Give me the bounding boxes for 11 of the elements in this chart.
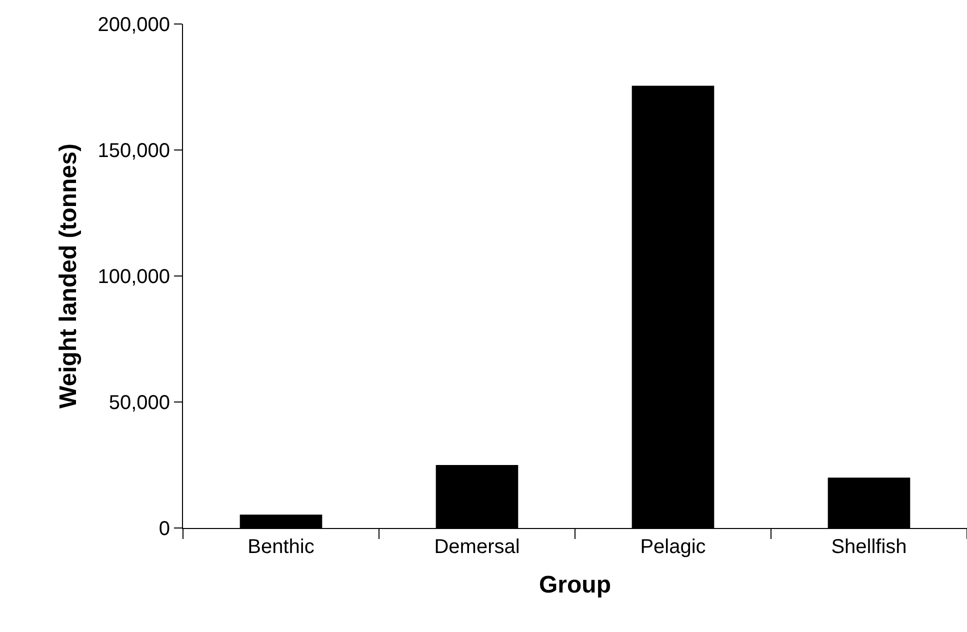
- x-tick-label: Demersal: [434, 536, 520, 558]
- y-axis-title: Weight landed (tonnes): [54, 144, 82, 408]
- y-tick-label: 0: [158, 518, 170, 540]
- y-tick-label: 150,000: [98, 140, 170, 162]
- x-tick-label: Pelagic: [640, 536, 706, 558]
- x-tick-label: Shellfish: [831, 536, 907, 558]
- y-tick-label: 50,000: [108, 392, 170, 414]
- y-tick-label: 100,000: [98, 266, 170, 288]
- y-tick-label: 200,000: [98, 14, 170, 36]
- x-tick-label: Benthic: [248, 536, 314, 558]
- x-axis-title: Group: [539, 571, 611, 598]
